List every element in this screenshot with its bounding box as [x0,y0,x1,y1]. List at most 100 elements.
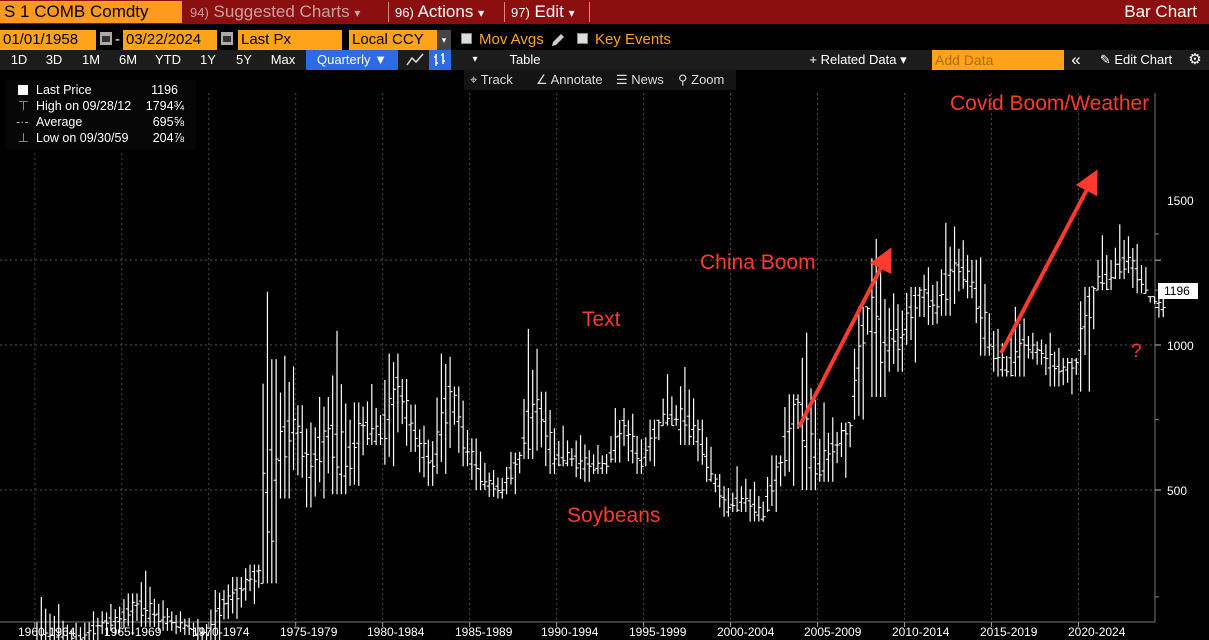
legend-average-label: Average [36,115,83,129]
range-3d-button[interactable]: 3D [45,52,63,67]
start-date-input[interactable]: 01/01/1958 [0,30,96,50]
edit-chart-button[interactable]: ✎ Edit Chart [1099,52,1173,67]
annotation-question: ? [1131,341,1142,362]
y-tick-500: 500 [1167,484,1188,498]
mov-avgs-label: Mov Avgs [479,31,544,48]
last-price-label: 1196 [1158,283,1198,299]
end-date-input[interactable]: 03/22/2024 [123,30,217,50]
chevron-down-icon: ▾ [478,6,485,20]
legend-last-row: Last Price 1196 [6,82,196,98]
table-button[interactable]: Table [509,52,541,67]
calendar-icon[interactable] [100,32,112,45]
range-ytd-button[interactable]: YTD [155,52,181,67]
chevron-down-icon: ▾ [568,6,575,20]
top-toolbar: S 1 COMB Comdty 94) Suggested Charts ▾ 9… [0,0,1209,24]
actions-label: Actions [417,2,474,21]
suggested-charts-label: Suggested Charts [213,2,350,21]
x-tick-label: 2000-2004 [717,625,775,639]
annotate-tool[interactable]: ∠ Annotate [536,70,603,90]
legend-last-value: 1196 [151,83,178,97]
x-tick-label: 1990-1994 [541,625,599,639]
key-events-checkbox[interactable] [577,33,588,44]
actions-button[interactable]: 96) Actions ▾ [395,0,484,24]
toolbar-divider [388,2,389,22]
legend-low-row: ⊥ Low on 09/30/59 204⅞ [6,130,196,146]
annotate-label: Annotate [550,72,603,87]
x-tick-label: 1960-1964 [18,625,76,639]
calendar-icon[interactable] [221,32,233,45]
legend-average-row: -·- Average 695⅝ [6,114,196,130]
low-marker-icon: ⊥ [18,131,29,145]
track-label: Track [480,72,513,87]
line-chart-icon[interactable] [404,50,426,70]
range-5y-button[interactable]: 5Y [236,52,252,67]
actions-number: 96) [395,5,414,20]
edit-number: 97) [511,5,530,20]
mov-avgs-checkbox[interactable] [461,33,472,44]
chart-legend: Last Price 1196 ⊤ High on 09/28/12 1794¾… [6,80,196,150]
annotation-text: Text [582,308,621,331]
chevron-down-icon[interactable]: ▾ [437,30,451,50]
average-marker-icon: -·- [16,115,29,129]
range-1d-button[interactable]: 1D [10,52,28,67]
key-events-label: Key Events [595,31,671,48]
annotate-icon: ∠ [536,72,551,87]
edit-label: Edit [534,2,564,21]
range-toolbar: 1D 3D 1M 6M YTD 1Y 5Y Max Quarterly ▼ ▾ … [0,50,1209,70]
period-select[interactable]: Quarterly ▼ [306,50,398,70]
range-6m-button[interactable]: 6M [118,52,138,67]
related-data-button[interactable]: + Related Data ▾ [809,52,907,67]
add-data-input[interactable]: Add Data [932,50,1064,70]
x-tick-label: 1995-1999 [629,625,687,639]
news-label: News [631,72,664,87]
suggested-charts-number: 94) [190,5,209,20]
chevron-down-icon: ▾ [354,6,361,20]
ticker-field[interactable]: S 1 COMB Comdty [0,1,182,23]
y-tick-1500: 1500 [1167,194,1194,208]
collapse-button[interactable]: « [1071,50,1081,69]
bar-chart-icon[interactable] [429,50,451,70]
x-tick-label: 2020-2024 [1068,625,1126,639]
x-tick-label: 1965-1969 [104,625,162,639]
track-tool[interactable]: ⌖ Track [470,70,513,90]
annotation-soybeans: Soybeans [567,504,661,527]
chevron-down-icon[interactable]: ▾ [472,54,478,65]
pencil-icon[interactable] [550,32,566,48]
news-icon: ☰ [616,72,632,87]
legend-last-label: Last Price [36,83,92,97]
x-tick-label: 1980-1984 [367,625,425,639]
edit-button[interactable]: 97) Edit ▾ [511,0,575,24]
covid-boom-arrow [999,169,1098,354]
x-tick-label: 2005-2009 [804,625,862,639]
high-marker-icon: ⊤ [18,99,29,113]
annotation-china: China Boom [700,251,816,274]
legend-low-value: 204⅞ [152,131,184,145]
legend-high-label: High on 09/28/12 [36,99,132,113]
annotation-covid: Covid Boom/Weather [950,92,1150,115]
date-separator: - [115,31,120,48]
zoom-label: Zoom [691,72,725,87]
toolbar-divider [504,2,505,22]
suggested-charts-button[interactable]: 94) Suggested Charts ▾ [190,0,360,24]
legend-high-row: ⊤ High on 09/28/12 1794¾ [6,98,196,114]
x-tick-label: 1975-1979 [280,625,338,639]
legend-swatch [18,85,28,95]
field-select[interactable]: Last Px [238,30,342,50]
chart-tools-bar: ⌖ Track ∠ Annotate ☰ News ⚲ Zoom [464,70,736,90]
toolbar-divider [589,2,590,22]
range-1m-button[interactable]: 1M [81,52,101,67]
magnifier-icon: ⚲ [678,72,692,87]
settings-gear-icon[interactable]: ⚙ [1188,51,1202,68]
zoom-tool[interactable]: ⚲ Zoom [678,70,724,90]
x-tick-label: 1970-1974 [192,625,250,639]
range-1y-button[interactable]: 1Y [200,52,216,67]
legend-average-value: 695⅝ [152,115,184,129]
legend-high-value: 1794¾ [145,99,184,113]
news-tool[interactable]: ☰ News [616,70,664,90]
chart-type-title: Bar Chart [1124,2,1197,21]
range-max-button[interactable]: Max [270,52,296,67]
china-boom-arrow [797,247,892,428]
x-tick-label: 2010-2014 [892,625,950,639]
legend-low-label: Low on 09/30/59 [36,131,129,145]
currency-select[interactable]: Local CCY [349,30,437,50]
